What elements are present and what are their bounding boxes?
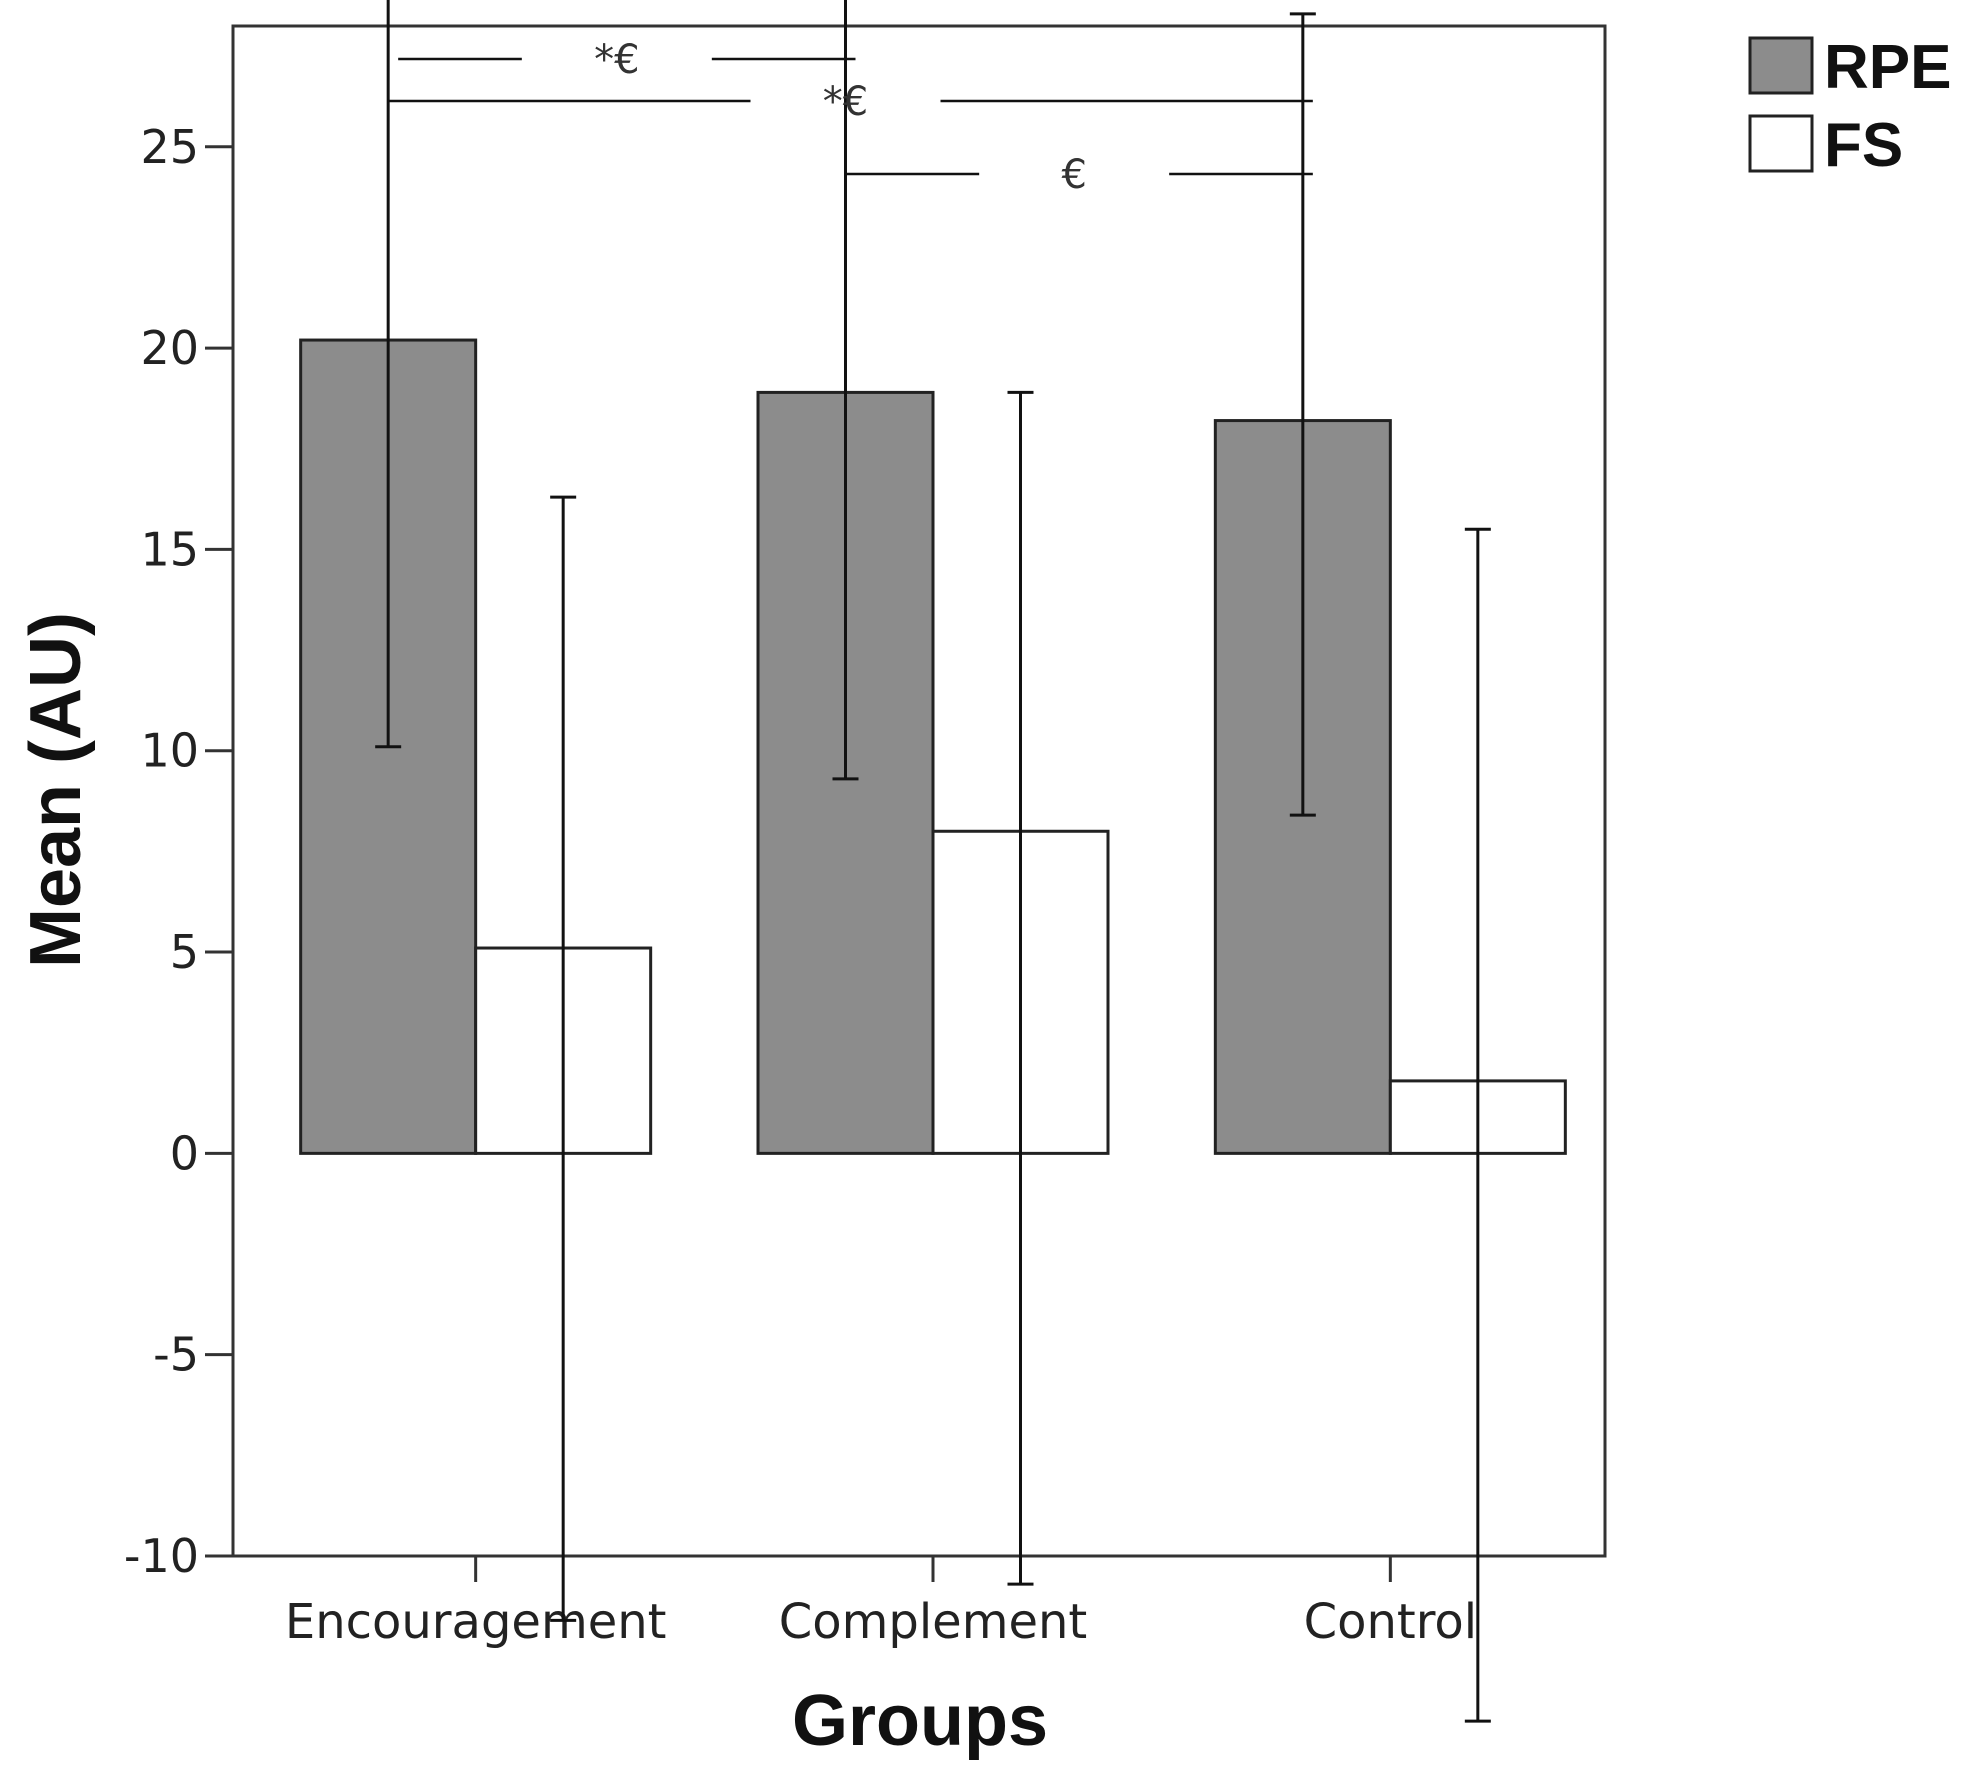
legend-swatch-fs [1748,114,1814,173]
significance-bracket: € [845,152,1313,198]
error-bar [1007,390,1034,1586]
y-tick-label: 25 [140,120,199,174]
error-bar [550,495,577,1622]
significance-label: *€ [594,37,639,83]
category-label: Encouragement [285,1594,667,1650]
x-axis: Encouragement Complement Control [285,1556,1477,1650]
significance-label: *€ [823,79,868,125]
legend-label-fs: FS [1824,111,1903,180]
error-bar [375,0,402,749]
y-tick-label: 10 [140,724,199,778]
significance-bracket: *€ [388,79,1313,125]
error-bar [1464,527,1491,1723]
y-tick-label: 5 [170,925,199,979]
category-label: Complement [779,1594,1088,1650]
legend-label-rpe: RPE [1824,33,1951,102]
error-bars [375,0,1491,1723]
y-tick-label: -5 [153,1328,199,1382]
error-bar [832,0,859,781]
y-axis: -10 -5 0 5 10 15 20 25 [124,120,233,1583]
plot-frame [231,24,1607,1558]
category-label: Control [1304,1594,1478,1650]
y-tick-label: 15 [140,522,199,576]
error-bar [1289,12,1316,817]
y-tick-label: 0 [170,1126,199,1180]
y-tick-label: 20 [140,321,199,375]
legend: RPE FS [1748,33,1951,180]
significance-bracket: *€ [398,37,856,83]
significance-brackets: *€ *€ € [388,37,1313,198]
significance-label: € [1061,152,1086,198]
y-axis-title: Mean (AU) [16,612,96,968]
x-axis-title: Groups [792,1681,1048,1761]
y-tick-label: -10 [124,1529,199,1583]
bars [299,338,1567,1155]
legend-swatch-rpe [1748,36,1814,95]
